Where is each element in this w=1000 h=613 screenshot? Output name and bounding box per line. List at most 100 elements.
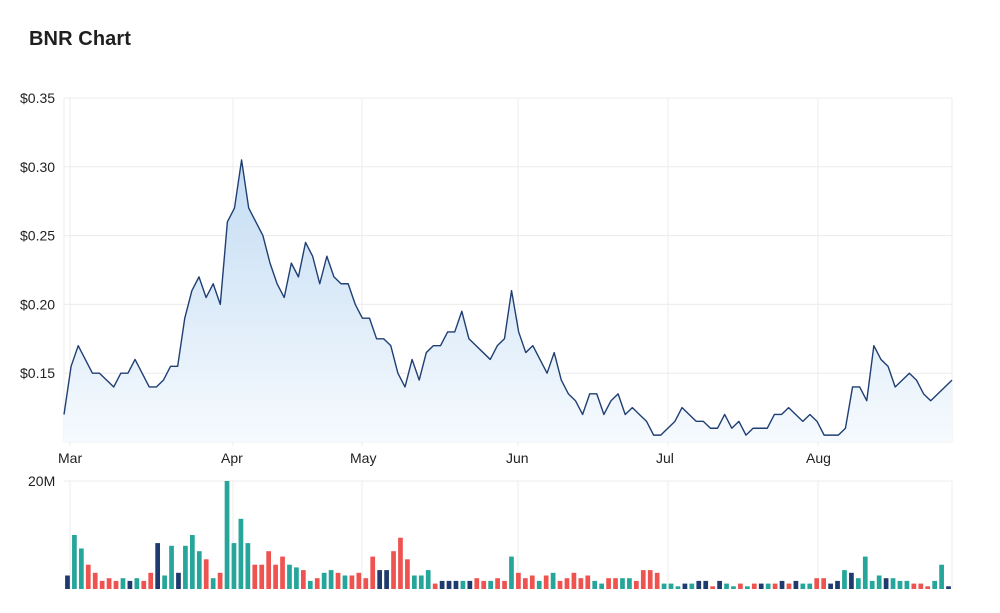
volume-bar [446, 580, 452, 589]
volume-bar [578, 578, 584, 589]
price-y-tick-label: $0.30 [20, 159, 55, 175]
volume-bar [217, 572, 223, 589]
volume-bar [668, 583, 674, 589]
volume-bar [335, 572, 341, 589]
volume-bar [675, 586, 681, 589]
volume-bar [606, 578, 611, 589]
month-tick-label: May [350, 450, 376, 466]
volume-bar [425, 570, 431, 589]
price-line [63, 159, 953, 436]
volume-bar [613, 578, 618, 589]
volume-bar [758, 583, 764, 589]
volume-bar [765, 583, 771, 589]
volume-bar [918, 583, 924, 589]
volume-bar [536, 580, 542, 589]
volume-bar [106, 578, 112, 589]
volume-bar [911, 583, 917, 589]
volume-bar [842, 570, 847, 589]
volume-bar [196, 551, 202, 589]
volume-bar [731, 586, 736, 589]
volume-bar [398, 537, 403, 589]
volume-bar [294, 567, 299, 589]
volume-bar [751, 583, 757, 589]
volume-bar [883, 578, 889, 589]
volume-bar [391, 551, 396, 589]
price-area-fill [64, 159, 952, 443]
volume-bar [661, 583, 667, 589]
volume-bar [92, 572, 98, 589]
volume-bar [620, 578, 625, 589]
volume-bar [231, 543, 237, 589]
volume-bar [855, 578, 861, 589]
volume-bar [516, 572, 521, 589]
volume-bar [703, 580, 709, 589]
month-tick-label: Apr [221, 450, 243, 466]
volume-bar [189, 535, 195, 589]
volume-bar [210, 578, 216, 589]
volume-bar [183, 545, 188, 589]
volume-bar [439, 580, 445, 589]
volume-bar [509, 556, 514, 589]
volume-bar [835, 580, 840, 589]
volume-bar [793, 580, 799, 589]
volume-bar [418, 575, 424, 589]
volume-bar [585, 575, 591, 589]
volume-bar [300, 570, 306, 589]
volume-bar [710, 586, 716, 589]
volume-bar [717, 580, 722, 589]
volume-bar [529, 575, 535, 589]
volume-bar [592, 580, 598, 589]
volume-bar [571, 572, 577, 589]
volume-bar [65, 575, 70, 589]
volume-bar [432, 583, 438, 589]
volume-y-tick-label: 20M [28, 473, 55, 489]
volume-y-axis: 20M [28, 473, 55, 489]
volume-bar [78, 548, 84, 589]
price-y-tick-label: $0.15 [20, 365, 55, 381]
volume-bar [453, 580, 459, 589]
volume-bar [370, 556, 376, 589]
volume-bar [99, 580, 105, 589]
month-tick-label: Aug [806, 450, 831, 466]
volume-bar [640, 570, 646, 589]
volume-bar [307, 580, 313, 589]
volume-bar [411, 575, 417, 589]
volume-bar [405, 559, 410, 589]
x-axis: Mar Apr May Jun Jul Aug [58, 450, 831, 466]
volume-bar [543, 575, 549, 589]
volume-bar [287, 564, 292, 589]
volume-bar [481, 580, 487, 589]
volume-bar [314, 578, 320, 589]
volume-bar [869, 580, 875, 589]
volume-bar [633, 580, 639, 589]
volume-bar [259, 564, 265, 589]
volume-bar [689, 583, 695, 589]
volume-bar [890, 578, 896, 589]
volume-bar [876, 575, 882, 589]
volume-bar [724, 583, 729, 589]
volume-bar [862, 556, 868, 589]
volume-bar [904, 580, 910, 589]
volume-bar [849, 572, 854, 589]
volume-bar [800, 583, 806, 589]
volume-bar [821, 578, 827, 589]
volume-bar [502, 580, 507, 589]
volume-bar [377, 570, 383, 589]
volume-bar [266, 551, 272, 589]
volume-bar [682, 583, 688, 589]
volume-bar [550, 572, 556, 589]
volume-bar [946, 586, 951, 589]
price-y-axis: $0.35 $0.30 $0.25 $0.20 $0.15 [20, 90, 55, 381]
volume-bars [65, 481, 951, 589]
volume-bar [176, 572, 181, 589]
month-tick-label: Jun [506, 450, 529, 466]
volume-bar [522, 578, 528, 589]
volume-bar [148, 572, 154, 589]
volume-bar [384, 570, 389, 589]
volume-bar [932, 580, 938, 589]
volume-bar [120, 578, 126, 589]
volume-bar [814, 578, 820, 589]
price-y-tick-label: $0.25 [20, 228, 55, 244]
volume-bar [557, 580, 563, 589]
volume-bar [113, 580, 119, 589]
